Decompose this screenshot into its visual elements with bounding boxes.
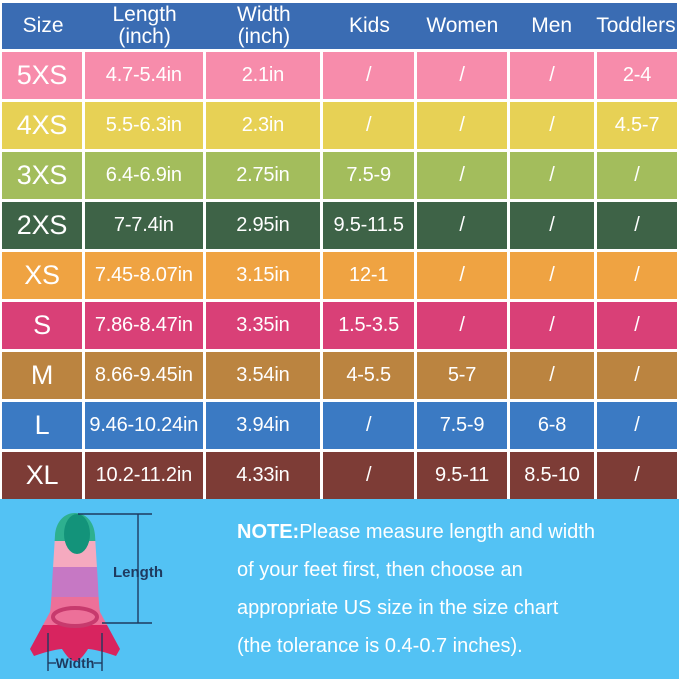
table-row-m: M 8.66-9.45in 3.54in 4-5.5 5-7// xyxy=(2,352,677,399)
cell-size: 4XS xyxy=(2,102,83,149)
cell-kids: 1.5-3.5 xyxy=(323,302,415,349)
note-prefix: NOTE: xyxy=(237,521,300,543)
fin-foot-opening xyxy=(51,606,99,628)
column-header-toddlers: Toddlers xyxy=(596,14,676,37)
cell-women: / xyxy=(417,202,507,249)
table-row-4xs: 4XS 5.5-6.3in 2.3in / //4.5-7 xyxy=(2,102,677,149)
column-header-length: Length (inch) xyxy=(112,3,177,48)
cell-toddlers: / xyxy=(596,252,677,299)
cell-kids: 12-1 xyxy=(323,252,415,299)
cell-size: XL xyxy=(2,452,83,499)
cell-width: 2.75in xyxy=(205,152,321,199)
cell-men: / xyxy=(509,102,594,149)
cell-men: / xyxy=(509,202,594,249)
note-line: NOTE:Please measure length and width xyxy=(237,521,595,543)
cell-width: 3.15in xyxy=(205,252,321,299)
cell-size: XS xyxy=(2,252,83,299)
table-row-s: S 7.86-8.47in 3.35in 1.5-3.5// / xyxy=(2,302,677,349)
cell-size: S xyxy=(2,302,83,349)
cell-length: 8.66-9.45in xyxy=(85,352,203,399)
cell-length: 6.4-6.9in xyxy=(85,152,203,199)
note-line: (the tolerance is 0.4-0.7 inches). xyxy=(237,635,523,657)
cell-width: 2.95in xyxy=(205,202,321,249)
cell-men: / xyxy=(509,302,594,349)
note-line: of your feet first, then choose an xyxy=(237,559,523,581)
cell-men: / xyxy=(509,252,594,299)
column-header-women: Women xyxy=(426,14,499,37)
cell-kids: 7.5-9 xyxy=(323,152,415,199)
cell-size: 3XS xyxy=(2,152,83,199)
table-row-l: L 9.46-10.24in 3.94in/7.5-9 6-8/ xyxy=(2,402,677,449)
cell-men: / xyxy=(509,152,594,199)
cell-women: / xyxy=(417,302,507,349)
width-label: Width xyxy=(56,655,95,671)
cell-size: L xyxy=(2,402,83,449)
cell-women: 5-7 xyxy=(417,352,507,399)
cell-men: / xyxy=(509,52,594,99)
table-row-xs: XS 7.45-8.07in 3.15in 12-1// / xyxy=(2,252,677,299)
cell-width: 3.35in xyxy=(205,302,321,349)
cell-kids: / xyxy=(323,102,415,149)
fin-toe-pocket xyxy=(64,514,90,554)
width-measure-lines xyxy=(47,633,103,671)
cell-women: 7.5-9 xyxy=(417,402,507,449)
cell-size: 5XS xyxy=(2,52,83,99)
cell-women: / xyxy=(417,152,507,199)
fin-band-pink xyxy=(30,597,120,625)
cell-men: 8.5-10 xyxy=(509,452,594,499)
cell-length: 7.86-8.47in xyxy=(85,302,203,349)
column-header-kids: Kids xyxy=(349,14,390,37)
cell-toddlers: / xyxy=(596,302,677,349)
cell-toddlers: / xyxy=(596,352,677,399)
note-text: NOTE:Please measure length and width of … xyxy=(237,513,657,665)
cell-kids: / xyxy=(323,402,415,449)
cell-toddlers: / xyxy=(596,202,677,249)
column-header-size: Size xyxy=(22,14,64,37)
cell-width: 2.1in xyxy=(205,52,321,99)
table-row-2xs: 2XS 7-7.4in 2.95in 9.5-11.5// / xyxy=(2,202,677,249)
cell-women: 9.5-11 xyxy=(417,452,507,499)
cell-length: 4.7-5.4in xyxy=(85,52,203,99)
cell-men: 6-8 xyxy=(509,402,594,449)
cell-width: 2.3in xyxy=(205,102,321,149)
table-body: 5XS 4.7-5.4in 2.1in / //2-4 4XS 5.5-6.3in 2.3in… xyxy=(2,52,677,499)
column-header-men: Men xyxy=(531,14,573,37)
cell-size: M xyxy=(2,352,83,399)
fin-diagram: Length Width xyxy=(30,513,163,671)
cell-women: / xyxy=(417,102,507,149)
cell-length: 7-7.4in xyxy=(85,202,203,249)
cell-toddlers: / xyxy=(596,402,677,449)
cell-length: 5.5-6.3in xyxy=(85,102,203,149)
size-table: Size Length (inch) Width (inch) Kids Wom… xyxy=(2,3,677,499)
table-header-row: Size Length (inch) Width (inch) Kids Wom… xyxy=(2,3,677,49)
cell-women: / xyxy=(417,52,507,99)
cell-width: 3.94in xyxy=(205,402,321,449)
table-row-3xs: 3XS 6.4-6.9in 2.75in 7.5-9// / xyxy=(2,152,677,199)
fin-illustration xyxy=(30,513,120,661)
length-measure-lines xyxy=(78,513,152,624)
cell-toddlers: 2-4 xyxy=(596,52,677,99)
note-line: appropriate US size in the size chart xyxy=(237,597,559,619)
cell-toddlers: / xyxy=(596,452,677,499)
table-row-5xs: 5XS 4.7-5.4in 2.1in / //2-4 xyxy=(2,52,677,99)
cell-width: 4.33in xyxy=(205,452,321,499)
cell-kids: / xyxy=(323,452,415,499)
length-label: Length xyxy=(113,564,163,581)
cell-kids: 4-5.5 xyxy=(323,352,415,399)
cell-kids: 9.5-11.5 xyxy=(323,202,415,249)
cell-women: / xyxy=(417,252,507,299)
cell-width: 3.54in xyxy=(205,352,321,399)
cell-toddlers: / xyxy=(596,152,677,199)
cell-men: / xyxy=(509,352,594,399)
cell-length: 7.45-8.07in xyxy=(85,252,203,299)
table-row-xl: XL 10.2-11.2in 4.33in/9.5-11 8.5-10/ xyxy=(2,452,677,499)
cell-kids: / xyxy=(323,52,415,99)
cell-size: 2XS xyxy=(2,202,83,249)
note-section: Length Width NOTE:Please measure length … xyxy=(0,499,679,679)
cell-length: 10.2-11.2in xyxy=(85,452,203,499)
cell-length: 9.46-10.24in xyxy=(85,402,203,449)
cell-toddlers: 4.5-7 xyxy=(596,102,677,149)
column-header-width: Width (inch) xyxy=(237,3,291,48)
